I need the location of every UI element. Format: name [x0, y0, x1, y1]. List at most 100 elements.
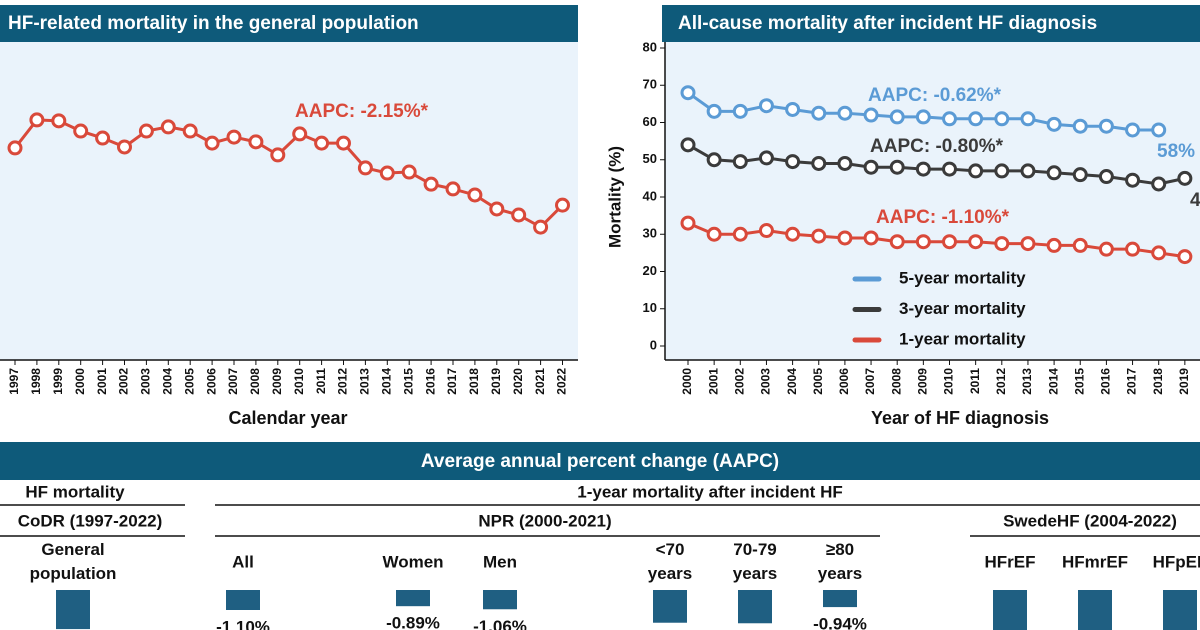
annotation: AAPC: -1.10%*	[876, 207, 1010, 228]
group-subheader: SwedeHF (2004-2022)	[1003, 511, 1177, 530]
marker	[117, 139, 132, 155]
marker	[994, 163, 1010, 179]
x-axis-title: Year of HF diagnosis	[871, 408, 1049, 428]
category-label: General population	[30, 540, 117, 583]
category-label: Men	[483, 552, 517, 571]
x-tick-label: 2016	[1099, 368, 1113, 395]
y-tick-label: 20	[643, 263, 657, 278]
x-tick-label: 2009	[916, 368, 930, 395]
marker	[706, 152, 722, 168]
y-tick-label: 10	[643, 300, 657, 315]
marker	[1151, 122, 1167, 138]
legend-label: 1-year mortality	[899, 329, 1026, 348]
marker	[248, 134, 264, 150]
marker	[837, 230, 853, 246]
marker	[680, 215, 696, 231]
marker	[1151, 245, 1167, 261]
category-label: HFrEF	[985, 552, 1036, 571]
marker	[915, 234, 931, 250]
marker	[51, 113, 67, 129]
x-axis-title: Calendar year	[228, 408, 347, 428]
x-tick-label: 2011	[968, 368, 982, 394]
value-label: -1.10%	[216, 617, 270, 630]
marker	[889, 234, 905, 250]
bar	[738, 590, 772, 624]
marker	[1151, 176, 1167, 192]
annotation: AAPC: -0.62%*	[868, 85, 1002, 106]
marker	[336, 135, 351, 151]
marker	[533, 219, 549, 235]
marker	[138, 123, 154, 139]
marker	[204, 135, 220, 151]
marker	[292, 126, 308, 142]
y-tick-label: 80	[643, 39, 657, 54]
category-label: Women	[382, 552, 443, 571]
legend-label: 3-year mortality	[899, 299, 1026, 318]
marker	[1046, 165, 1062, 181]
marker	[1177, 170, 1193, 186]
marker	[1125, 172, 1141, 188]
marker	[226, 129, 242, 145]
marker	[1125, 241, 1141, 257]
marker	[706, 103, 722, 119]
x-tick-label: 2010	[942, 368, 956, 395]
y-tick-label: 0	[650, 337, 657, 352]
x-tick-label: 2003	[139, 368, 153, 395]
marker	[7, 140, 23, 156]
marker	[837, 155, 853, 171]
marker	[1072, 167, 1088, 183]
marker	[270, 147, 286, 163]
x-tick-label: 2002	[732, 368, 746, 395]
x-tick-label: 2006	[837, 368, 851, 395]
marker	[1098, 169, 1114, 185]
marker	[1072, 118, 1088, 134]
marker	[994, 236, 1010, 252]
annotation: AAPC: -0.80%*	[870, 136, 1004, 157]
value-label: -0.94%	[813, 615, 867, 630]
marker	[785, 226, 801, 242]
group-subheader: CoDR (1997-2022)	[18, 511, 163, 530]
x-tick-label: 2001	[706, 368, 720, 395]
marker	[758, 98, 774, 114]
end-label: 45	[1190, 190, 1200, 211]
marker	[732, 103, 748, 119]
panel-header	[0, 5, 578, 42]
marker	[1177, 249, 1193, 265]
x-tick-label: 2004	[785, 368, 799, 395]
marker	[160, 119, 176, 135]
marker	[1046, 237, 1062, 253]
x-tick-label: 1998	[29, 368, 43, 395]
marker	[467, 187, 483, 203]
marker	[968, 111, 984, 127]
y-tick-label: 60	[643, 114, 657, 129]
marker	[1072, 237, 1088, 253]
value-label: -0.89%	[386, 614, 440, 630]
marker	[706, 226, 722, 242]
marker	[423, 176, 439, 192]
marker	[680, 137, 696, 153]
end-label: 58%	[1157, 141, 1195, 162]
x-tick-label: 2010	[292, 368, 306, 395]
x-tick-label: 2011	[314, 368, 328, 394]
marker	[680, 85, 696, 101]
plot-background	[0, 42, 578, 360]
y-tick-label: 50	[643, 151, 657, 166]
marker	[863, 230, 879, 246]
bar	[653, 590, 687, 623]
x-tick-label: 2012	[336, 368, 350, 395]
x-tick-label: 2016	[423, 368, 437, 395]
section-title: Average annual percent change (AAPC)	[421, 451, 779, 472]
marker	[314, 135, 330, 151]
marker	[811, 228, 827, 244]
marker	[785, 101, 801, 117]
marker	[1098, 118, 1114, 134]
x-tick-label: 2003	[759, 368, 773, 395]
x-tick-label: 2018	[467, 368, 481, 395]
x-tick-label: 2009	[270, 368, 284, 395]
x-tick-label: 2001	[95, 368, 109, 395]
panel-title: All-cause mortality after incident HF di…	[678, 13, 1097, 34]
category-label: HFpEF	[1153, 552, 1200, 571]
x-tick-label: 2022	[555, 368, 569, 395]
x-tick-label: 2007	[863, 368, 877, 395]
